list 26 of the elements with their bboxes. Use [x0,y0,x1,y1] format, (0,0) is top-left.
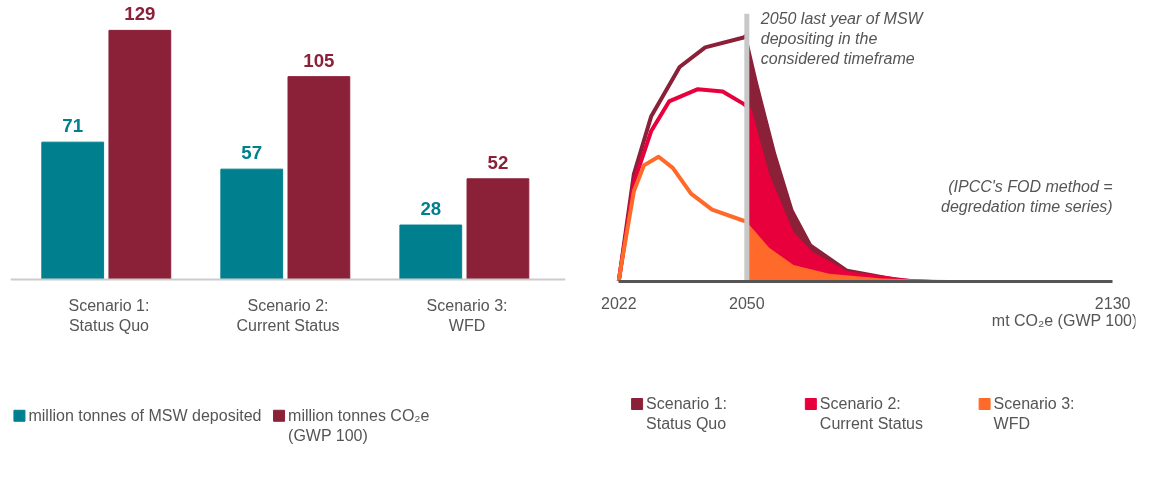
ref-line-label: 2050 last year of MSW depositing in the considered timeframe [759,9,925,68]
data-label: 105 [303,49,335,71]
data-label: 52 [487,151,509,173]
bar [399,224,463,280]
legend-label: Scenario 1: Status Quo [646,395,728,433]
x-tick-label: 2130 [1094,295,1131,313]
data-label: 28 [420,198,442,220]
x-axis-title: mt CO₂e (GWP 100) [991,312,1138,330]
data-label: 71 [62,115,84,137]
bar [466,178,530,280]
bar [108,29,172,280]
x-tick-label: 2050 [729,295,765,313]
legend-label: Scenario 3: WFD [993,395,1075,433]
legend-label: Scenario 2: Current Status [819,395,923,433]
x-tick-label: Scenario 1: Status Quo [68,297,150,335]
legend-label: million tonnes of MSW deposited [28,406,262,424]
data-label: 57 [241,142,263,164]
annotation: (IPCC's FOD method = degredation time series) [941,177,1113,216]
data-label: 129 [124,3,156,25]
bar [220,168,284,280]
x-tick-label: Scenario 2: Current Status [236,297,340,335]
legend-label: million tonnes CO₂e (GWP 100) [288,406,430,445]
bar [41,141,105,280]
x-tick-label: 2022 [600,295,637,313]
x-tick-label: Scenario 3: WFD [426,297,508,335]
bar [287,76,351,280]
